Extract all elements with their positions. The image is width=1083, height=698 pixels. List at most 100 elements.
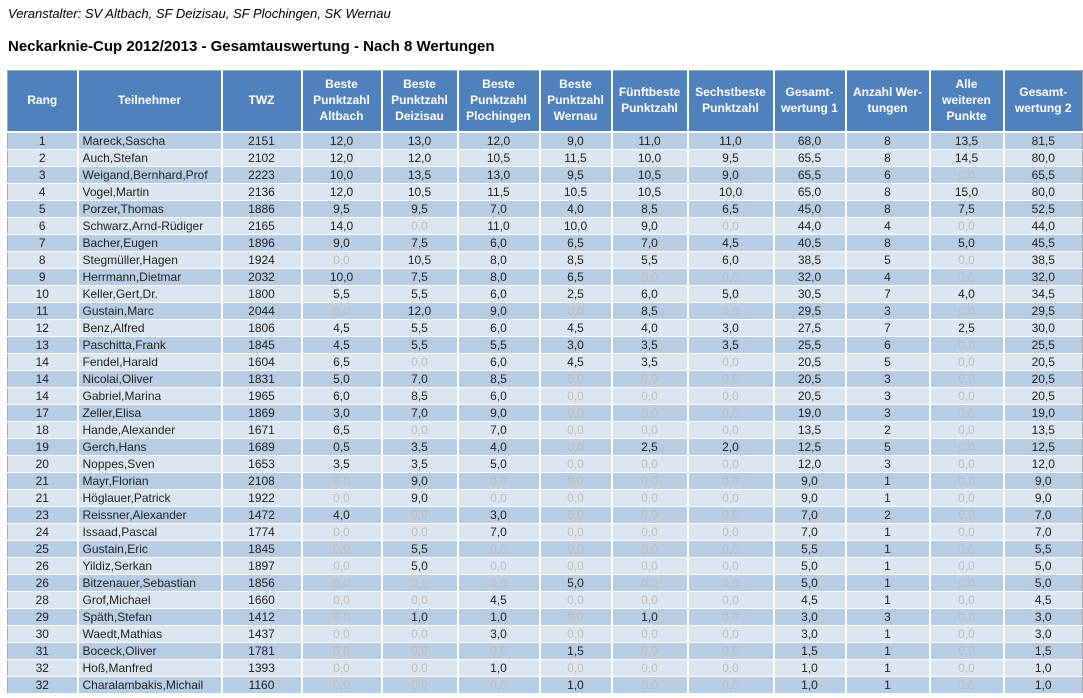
cell-beste-wernau: 0,0 [539,438,613,456]
cell-beste-deizisau: 0,0 [381,574,459,592]
page: Veranstalter: SV Altbach, SF Deizisau, S… [0,6,1083,694]
cell-sechstbeste-punktzahl: 5,0 [687,285,775,303]
cell-twz: 1671 [221,421,303,439]
cell-rang: 30 [7,625,79,643]
cell-alle-weiteren-punkte: 0,0 [929,642,1005,660]
cell-beste-altbach: 0,0 [301,472,383,490]
cell-fuenftbeste-punktzahl: 0,0 [611,659,689,677]
cell-twz: 1845 [221,336,303,354]
cell-beste-plochingen: 11,0 [457,217,541,235]
cell-beste-deizisau: 5,5 [381,319,459,337]
cell-gesamtwertung-2: 9,0 [1003,472,1083,490]
cell-sechstbeste-punktzahl: 0,0 [687,574,775,592]
cell-beste-plochingen: 6,0 [457,319,541,337]
cell-sechstbeste-punktzahl: 0,0 [687,302,775,320]
cell-alle-weiteren-punkte: 0,0 [929,438,1005,456]
table-row: 31 Boceck,Oliver 1781 0,0 0,0 0,0 1,5 0,0 0,0 1,5… [7,642,1083,660]
cell-gesamtwertung-1: 9,0 [773,472,847,490]
table-row: 26 Bitzenauer,Sebastian 1856 0,0 0,0 0,0 5,0 0,… [7,574,1083,592]
cell-beste-wernau: 0,0 [539,540,613,558]
cell-fuenftbeste-punktzahl: 0,0 [611,676,689,694]
cell-beste-plochingen: 7,0 [457,421,541,439]
cell-beste-deizisau: 7,5 [381,234,459,252]
cell-beste-plochingen: 1,0 [457,608,541,626]
cell-twz: 1806 [221,319,303,337]
cell-gesamtwertung-2: 12,0 [1003,455,1083,473]
cell-rang: 13 [7,336,79,354]
cell-beste-wernau: 11,5 [539,149,613,167]
cell-alle-weiteren-punkte: 0,0 [929,268,1005,286]
cell-alle-weiteren-punkte: 0,0 [929,370,1005,388]
cell-beste-plochingen: 6,0 [457,353,541,371]
cell-gesamtwertung-2: 29,5 [1003,302,1083,320]
cell-beste-wernau: 0,0 [539,455,613,473]
cell-twz: 1660 [221,591,303,609]
cell-anzahl-wertungen: 1 [845,642,931,660]
cell-beste-deizisau: 7,0 [381,404,459,422]
cell-sechstbeste-punktzahl: 6,0 [687,251,775,269]
cell-teilnehmer: Höglauer,Patrick [77,489,223,507]
column-header-teilnehmer: Teilnehmer [77,70,223,133]
cell-beste-altbach: 0,0 [301,625,383,643]
cell-beste-altbach: 9,0 [301,234,383,252]
cell-beste-wernau: 2,5 [539,285,613,303]
cell-anzahl-wertungen: 6 [845,166,931,184]
cell-alle-weiteren-punkte: 4,0 [929,285,1005,303]
table-row: 28 Grof,Michael 1660 0,0 0,0 4,5 0,0 0,0 0,0 4,5 1… [7,591,1083,609]
cell-gesamtwertung-1: 20,5 [773,370,847,388]
cell-beste-plochingen: 5,0 [457,455,541,473]
cell-gesamtwertung-1: 9,0 [773,489,847,507]
cell-gesamtwertung-1: 7,0 [773,506,847,524]
cell-teilnehmer: Porzer,Thomas [77,200,223,218]
cell-gesamtwertung-2: 30,0 [1003,319,1083,337]
table-row: 32 Hoß,Manfred 1393 0,0 0,0 1,0 0,0 0,0 0,0 1,0 1 0… [7,659,1083,677]
cell-sechstbeste-punktzahl: 0,0 [687,608,775,626]
cell-fuenftbeste-punktzahl: 10,5 [611,166,689,184]
cell-fuenftbeste-punktzahl: 0,0 [611,642,689,660]
cell-gesamtwertung-1: 25,5 [773,336,847,354]
cell-teilnehmer: Boceck,Oliver [77,642,223,660]
cell-gesamtwertung-1: 19,0 [773,404,847,422]
table-row: 21 Mayr,Florian 2108 0,0 9,0 0,0 0,0 0,0 0,0 9,0 1… [7,472,1083,490]
cell-beste-altbach: 0,0 [301,642,383,660]
cell-teilnehmer: Gerch,Hans [77,438,223,456]
cell-gesamtwertung-2: 1,0 [1003,659,1083,677]
cell-alle-weiteren-punkte: 0,0 [929,489,1005,507]
cell-twz: 1922 [221,489,303,507]
table-row: 9 Herrmann,Dietmar 2032 10,0 7,5 8,0 6,5 0,0 0,0… [7,268,1083,286]
table-row: 7 Bacher,Eugen 1896 9,0 7,5 6,0 6,5 7,0 4,5 40,5 8… [7,234,1083,252]
cell-beste-deizisau: 3,5 [381,455,459,473]
cell-sechstbeste-punktzahl: 0,0 [687,404,775,422]
cell-fuenftbeste-punktzahl: 0,0 [611,472,689,490]
cell-alle-weiteren-punkte: 0,0 [929,251,1005,269]
cell-teilnehmer: Schwarz,Arnd-Rüdiger [77,217,223,235]
cell-beste-wernau: 5,0 [539,574,613,592]
cell-alle-weiteren-punkte: 2,5 [929,319,1005,337]
table-row: 14 Fendel,Harald 1604 6,5 0,0 6,0 4,5 3,5 0,0 20,… [7,353,1083,371]
cell-twz: 2108 [221,472,303,490]
cell-beste-plochingen: 0,0 [457,557,541,575]
cell-anzahl-wertungen: 3 [845,302,931,320]
cell-teilnehmer: Mayr,Florian [77,472,223,490]
cell-gesamtwertung-2: 65,5 [1003,166,1083,184]
column-header-beste-wernau: Beste Punktzahl Wernau [539,70,613,133]
cell-rang: 31 [7,642,79,660]
cell-beste-deizisau: 7,0 [381,370,459,388]
cell-beste-wernau: 0,0 [539,370,613,388]
cell-fuenftbeste-punktzahl: 0,0 [611,540,689,558]
cell-sechstbeste-punktzahl: 0,0 [687,268,775,286]
cell-anzahl-wertungen: 1 [845,557,931,575]
cell-fuenftbeste-punktzahl: 3,5 [611,336,689,354]
cell-sechstbeste-punktzahl: 0,0 [687,370,775,388]
cell-beste-deizisau: 0,0 [381,625,459,643]
cell-gesamtwertung-1: 65,0 [773,183,847,201]
cell-alle-weiteren-punkte: 0,0 [929,387,1005,405]
cell-rang: 9 [7,268,79,286]
column-header-alle-weiteren-punkte: Alle weiteren Punkte [929,70,1005,133]
cell-beste-deizisau: 10,5 [381,251,459,269]
cell-gesamtwertung-2: 32,0 [1003,268,1083,286]
cell-beste-deizisau: 13,5 [381,166,459,184]
cell-twz: 1897 [221,557,303,575]
cell-alle-weiteren-punkte: 0,0 [929,540,1005,558]
cell-beste-altbach: 6,0 [301,387,383,405]
